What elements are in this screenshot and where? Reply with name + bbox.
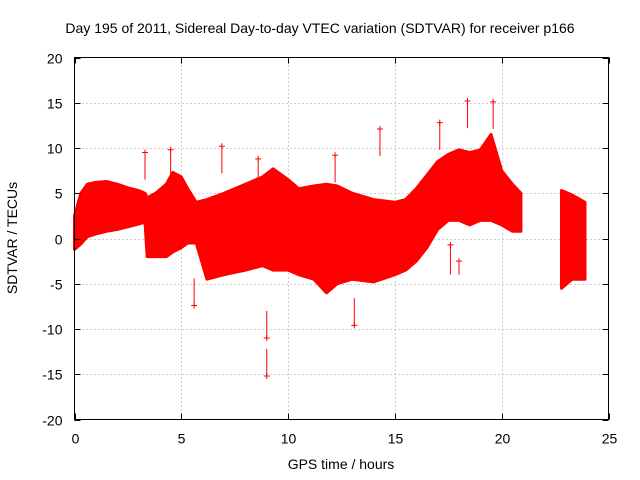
y-tick-label: -15 [42, 367, 62, 383]
data-point [436, 119, 443, 126]
y-tick-label: -5 [50, 277, 63, 293]
plot-frame [74, 57, 609, 420]
x-tick-label: 5 [178, 431, 186, 447]
x-tick-label: 10 [281, 431, 297, 447]
data-point [218, 143, 225, 150]
data-point [332, 152, 339, 159]
data-point [167, 146, 174, 153]
y-tick-label: 15 [47, 96, 63, 112]
data-point [447, 241, 454, 248]
data-point [263, 335, 270, 342]
axis-ticks: 0 5 10 15 20 25 -20 -15 -10 -5 0 5 10 15 20 [42, 51, 617, 447]
data-band [560, 189, 587, 290]
x-tick-label: 25 [602, 431, 618, 447]
x-tick-label: 15 [388, 431, 404, 447]
data-point [351, 322, 358, 329]
data-point [263, 373, 270, 380]
y-tick-label: -20 [42, 413, 62, 429]
data-points [73, 97, 587, 380]
data-point [141, 149, 148, 156]
x-tick-label: 20 [495, 431, 511, 447]
data-point [376, 125, 383, 132]
data-point [464, 97, 471, 104]
data-point [255, 155, 262, 162]
chart-title: Day 195 of 2011, Sidereal Day-to-day VTE… [65, 20, 575, 36]
y-tick-label: 20 [47, 51, 63, 67]
x-tick-label: 0 [72, 431, 80, 447]
y-tick-label: -10 [42, 322, 62, 338]
y-tick-label: 0 [55, 232, 63, 248]
y-tick-label: 10 [47, 141, 63, 157]
data-point [191, 302, 198, 309]
x-axis-label: GPS time / hours [287, 456, 395, 472]
y-tick-label: 5 [55, 186, 63, 202]
data-point [490, 98, 497, 105]
data-point [455, 258, 462, 265]
data-band [73, 132, 523, 295]
